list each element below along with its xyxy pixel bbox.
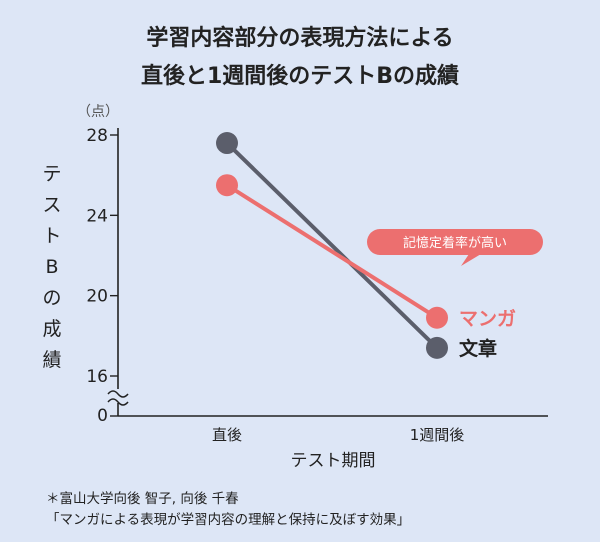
axis-break-mark xyxy=(107,390,129,398)
chart-title-line-2: 直後と1週間後のテストBの成績 xyxy=(140,64,460,89)
annotation-pointer xyxy=(461,254,481,266)
data-point xyxy=(216,174,238,197)
y-axis-label-char: ト xyxy=(42,225,61,247)
series-line-1 xyxy=(225,183,439,320)
y-axis-label-char: 成 xyxy=(42,318,61,340)
x-axis-label: テスト期間 xyxy=(291,451,376,471)
data-point xyxy=(426,336,448,359)
y-axis-label-char: 績 xyxy=(42,349,61,371)
axis-break-mark xyxy=(107,398,129,406)
y-axis-unit: （点） xyxy=(77,104,119,120)
chart-title-line-1: 学習内容部分の表現方法による xyxy=(146,26,454,51)
y-tick-label: 24 xyxy=(86,206,108,226)
y-tick-label: 20 xyxy=(86,287,108,307)
credit-authors: ＊富山大学向後 智子, 向後 千春 xyxy=(46,491,239,507)
y-axis-label-char: B xyxy=(45,256,58,278)
series-label-1: マンガ xyxy=(459,308,516,330)
series-label-0: 文章 xyxy=(459,337,497,360)
y-axis-label-char: ス xyxy=(42,194,61,216)
x-tick-label: 直後 xyxy=(212,426,242,444)
y-tick-label: 16 xyxy=(86,367,108,387)
data-point xyxy=(216,132,238,155)
y-axis-label-char: テ xyxy=(42,163,61,185)
y-axis-label-char: の xyxy=(42,287,61,309)
y-tick-label: 28 xyxy=(86,126,108,146)
annotation-pill xyxy=(367,229,543,255)
y-tick-label-zero: 0 xyxy=(97,406,108,426)
x-tick-label: 1週間後 xyxy=(410,426,465,444)
series-line-0 xyxy=(225,141,439,350)
annotation-text: 記憶定着率が高い xyxy=(403,235,507,251)
data-point xyxy=(426,306,448,329)
credit-paper-title: 「マンガによる表現が学習内容の理解と保持に及ぼす効果」 xyxy=(46,512,411,528)
